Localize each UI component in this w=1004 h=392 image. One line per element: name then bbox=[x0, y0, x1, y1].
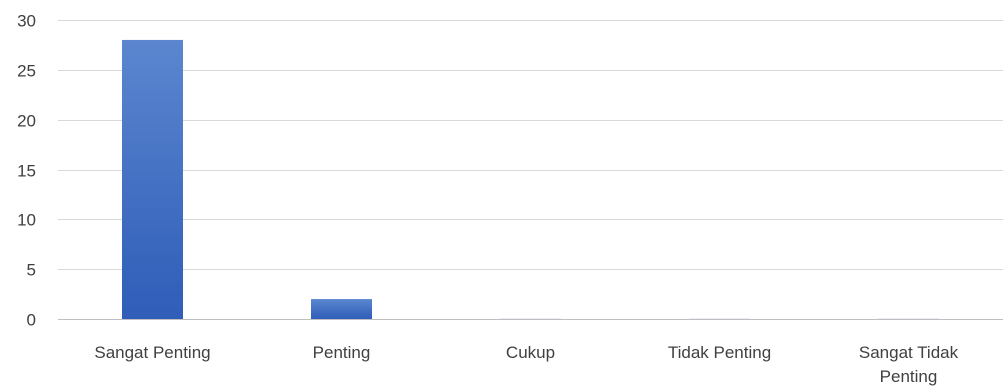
x-tick-label-line: Penting bbox=[313, 343, 371, 362]
x-tick-label-line: Sangat Tidak bbox=[859, 343, 959, 362]
x-tick-label: Sangat Tidak Penting bbox=[859, 343, 959, 386]
y-tick-label: 15 bbox=[17, 162, 36, 181]
bar bbox=[878, 318, 939, 319]
bar bbox=[689, 318, 750, 319]
x-tick-label-line: Cukup bbox=[506, 343, 555, 362]
x-tick-label-line: Penting bbox=[880, 367, 938, 386]
x-tick-label: Cukup bbox=[506, 343, 555, 362]
x-tick-label-line: Sangat Penting bbox=[94, 343, 210, 362]
y-tick-label: 25 bbox=[17, 62, 36, 81]
y-axis-tick-labels: 0 5 10 15 20 25 30 bbox=[17, 12, 36, 330]
y-tick-label: 10 bbox=[17, 211, 36, 230]
x-tick-label: Penting bbox=[313, 343, 371, 362]
bar bbox=[122, 39, 183, 319]
y-tick-label: 20 bbox=[17, 112, 36, 131]
x-tick-label: Tidak Penting bbox=[668, 343, 771, 362]
bar bbox=[500, 318, 561, 319]
x-tick-label: Sangat Penting bbox=[94, 343, 210, 362]
gridlines bbox=[58, 20, 1003, 270]
y-tick-label: 5 bbox=[27, 261, 36, 280]
y-tick-label: 30 bbox=[17, 12, 36, 31]
bar bbox=[311, 299, 372, 319]
x-tick-label-line: Tidak Penting bbox=[668, 343, 771, 362]
x-axis-tick-labels: Sangat Penting Penting Cukup Tidak Penting S… bbox=[94, 343, 958, 386]
y-tick-label: 0 bbox=[27, 311, 36, 330]
bars bbox=[122, 39, 939, 319]
